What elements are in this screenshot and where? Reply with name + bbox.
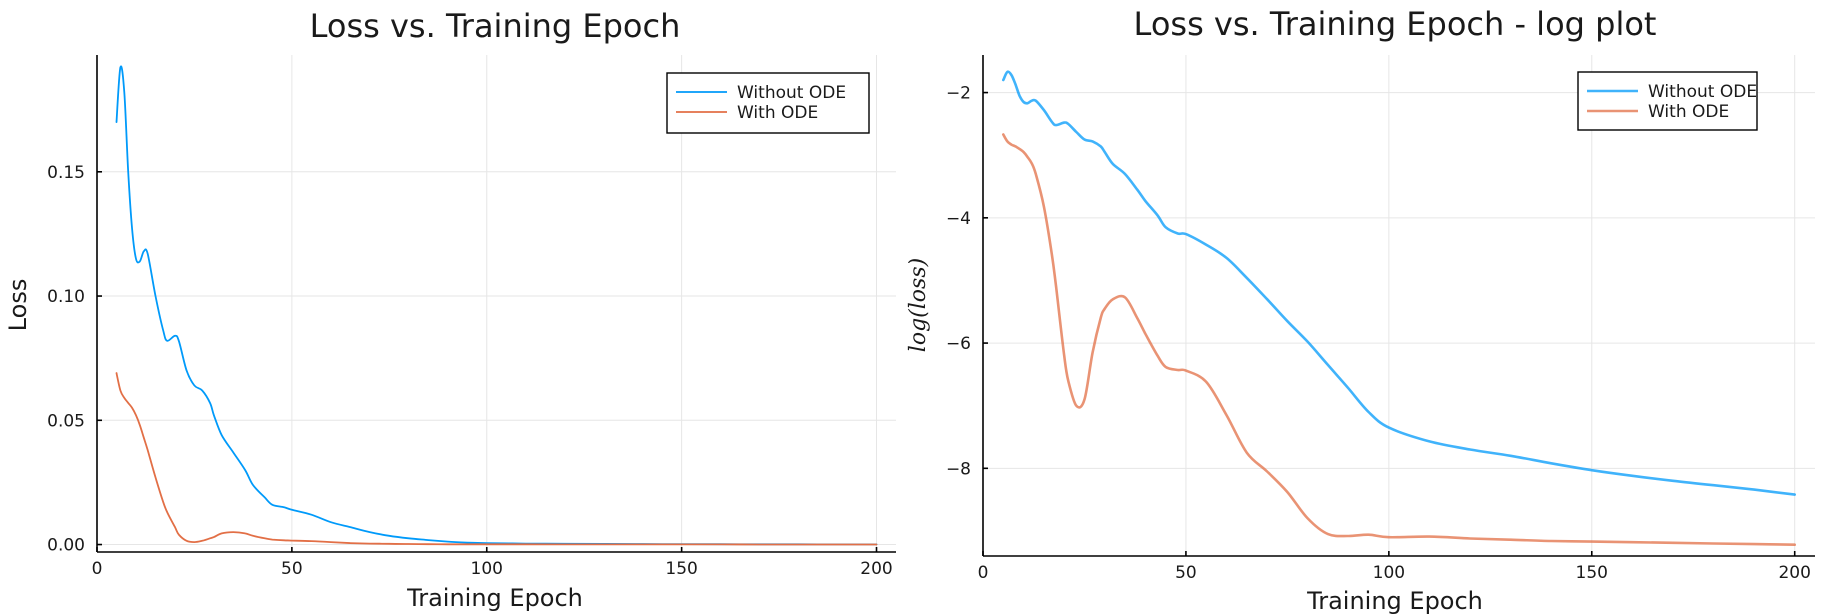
legend-label: Without ODE [737,83,846,103]
x-axis-label: Training Epoch [1306,587,1483,615]
x-tick-label: 150 [1576,563,1608,583]
legend-label: Without ODE [1648,82,1757,102]
y-tick-label: −2 [946,84,971,104]
series-line-with-ode [115,372,878,546]
y-axis-label: Loss [4,279,32,332]
y-tick-label: −8 [946,459,971,479]
y-tick-label: 0.10 [47,287,85,307]
y-tick-label: −6 [946,334,971,354]
x-tick-label: 100 [471,559,503,579]
series-line-without-ode [115,65,878,546]
x-tick-label: 150 [665,559,697,579]
log-loss-chart: 0 50 100 150 200 −2 −4 −6 −8 Loss vs. Training E… [906,5,1815,615]
y-tick-label: 0.00 [47,536,85,556]
x-tick-label: 200 [1778,563,1810,583]
series-line-with-ode [1002,133,1796,546]
x-tick-label: 50 [281,559,303,579]
legend-label: With ODE [737,103,818,123]
legend-label: With ODE [1648,102,1729,122]
x-tick-label: 50 [1175,563,1197,583]
x-tick-label: 100 [1373,563,1405,583]
series-line-without-ode [1002,70,1796,496]
legend-box [1577,71,1758,131]
loss-chart: 0 50 100 150 200 0.00 0.05 0.10 0.15 Loss vs. Tr… [4,7,896,612]
y-tick-label: 0.05 [47,411,85,431]
y-tick-label: 0.15 [47,163,85,183]
x-axis-label: Training Epoch [406,584,583,612]
y-axis-label: log(loss) [906,258,931,352]
legend-box [666,72,870,134]
chart-title: Loss vs. Training Epoch - log plot [1134,5,1657,43]
y-tick-label: −4 [946,209,971,229]
x-tick-label: 0 [92,559,103,579]
chart-title: Loss vs. Training Epoch [310,7,681,45]
x-tick-label: 0 [978,563,989,583]
x-tick-label: 200 [860,559,892,579]
